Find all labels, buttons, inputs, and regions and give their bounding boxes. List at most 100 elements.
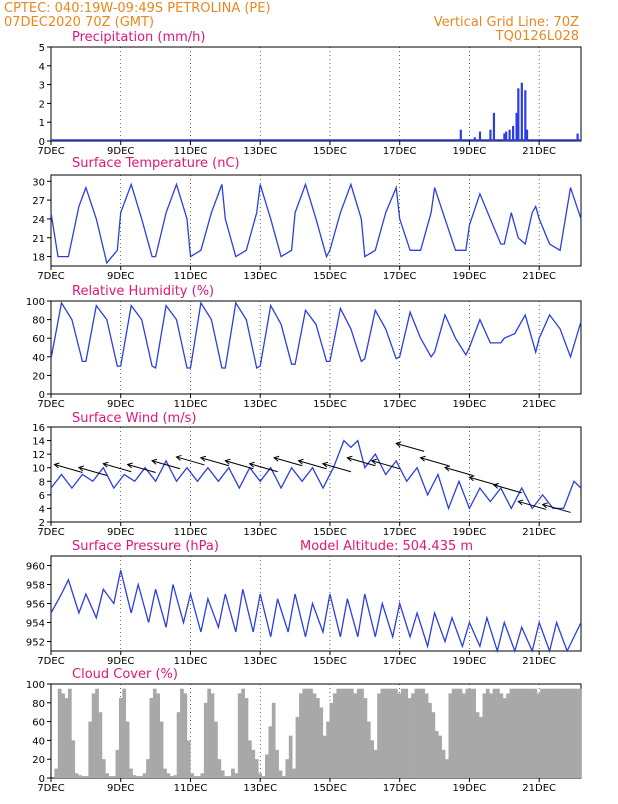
cloud-cover-bar [231, 768, 235, 778]
cloud-cover-bar [475, 712, 480, 778]
wind-arrow [54, 464, 83, 473]
header-date: 07DEC2020 70Z (GMT) [4, 15, 154, 30]
relative-humidity-xtick-label: 17DEC [383, 399, 417, 410]
surface-pressure-title: Surface Pressure (hPa) [72, 539, 219, 554]
wind-arrow [518, 500, 547, 510]
precipitation-bar [576, 133, 579, 141]
cloud-cover-bar [390, 688, 395, 778]
precipitation-bar [515, 112, 518, 141]
cloud-cover-bar [346, 688, 351, 778]
cloud-cover-bar [288, 735, 293, 778]
header-grid-line: Vertical Grid Line: 70Z [434, 15, 579, 30]
cloud-cover-bar [326, 721, 330, 778]
precipitation-xtick-label: 11DEC [174, 146, 208, 157]
surface-wind-xtick-label: 7DEC [37, 527, 64, 538]
wind-arrow-head [395, 441, 402, 448]
cloud-cover-bar [417, 688, 422, 778]
cloud-cover-xtick-label: 15DEC [313, 783, 347, 794]
surface-temperature-ytick-label: 18 [32, 253, 45, 264]
cloud-cover-bar [163, 768, 167, 778]
wind-arrow [420, 457, 449, 467]
precipitation-xtick-label: 17DEC [383, 146, 417, 157]
cloud-cover-ytick-label: 40 [32, 736, 45, 747]
cloud-cover-xtick-label: 11DEC [174, 783, 208, 794]
cloud-cover-bar [479, 716, 483, 778]
cloud-cover-bar [203, 702, 208, 778]
cloud-cover-bar [377, 693, 381, 778]
cloud-cover-bar [214, 721, 218, 778]
cloud-cover-bar [394, 688, 398, 778]
wind-arrow [200, 457, 230, 467]
surface-temperature-xtick-label: 9DEC [107, 271, 134, 282]
cloud-cover-bar [139, 776, 144, 778]
cloud-cover-bar [146, 759, 150, 778]
cloud-cover-bar [360, 688, 364, 778]
cloud-cover-bar [533, 688, 538, 778]
relative-humidity-ytick-label: 60 [32, 334, 45, 345]
surface-temperature-ytick-label: 21 [32, 234, 45, 245]
cloud-cover-bar [122, 688, 127, 778]
wind-arrow [469, 476, 498, 486]
precipitation-bar [489, 129, 492, 141]
surface-temperature-xtick-label: 17DEC [383, 271, 417, 282]
cloud-cover-bar [472, 688, 476, 778]
surface-pressure-xtick-label: 15DEC [313, 656, 347, 667]
surface-wind-ytick-label: 2 [39, 518, 45, 529]
cloud-cover-bar [169, 776, 174, 778]
surface-wind-ytick-label: 16 [32, 423, 45, 434]
cloud-cover-bar [305, 688, 310, 778]
cloud-cover-bar [468, 688, 473, 778]
cloud-cover-bar [383, 688, 388, 778]
surface-temperature-xtick-label: 21DEC [522, 271, 556, 282]
precipitation-bar [525, 129, 529, 141]
cloud-cover-bar [207, 688, 211, 778]
cloud-cover-bar [248, 740, 252, 778]
wind-arrow [249, 463, 278, 473]
wind-arrow-head [492, 482, 499, 489]
cloud-cover-bar [577, 688, 582, 778]
surface-pressure-frame [50, 555, 582, 652]
surface-wind-title: Surface Wind (m/s) [72, 411, 196, 426]
cloud-cover-bar [183, 693, 188, 778]
cloud-cover-bar [448, 693, 453, 778]
wind-arrow [542, 503, 571, 513]
wind-arrow-head [468, 475, 475, 482]
cloud-cover-bar [424, 693, 429, 778]
cloud-cover-bar [84, 776, 89, 778]
cloud-cover-bar [329, 702, 334, 778]
cloud-cover-bar [278, 770, 283, 778]
cloud-cover-bar [519, 688, 524, 778]
cloud-cover-ytick-label: 0 [39, 774, 45, 785]
cloud-cover-bar [496, 688, 500, 778]
cloud-cover-bar [380, 688, 385, 778]
wind-arrow [396, 442, 425, 452]
precipitation-bar [457, 139, 461, 141]
precipitation-bar [520, 82, 523, 141]
cloud-cover-bar [540, 688, 544, 778]
surface-pressure-xtick-label: 17DEC [383, 656, 417, 667]
surface-pressure-xtick-label: 7DEC [37, 656, 64, 667]
cloud-cover-bar [400, 688, 405, 778]
surface-wind-xtick-label: 9DEC [107, 527, 134, 538]
cloud-cover-bar [95, 688, 99, 778]
cloud-cover-bar [71, 740, 76, 778]
wind-arrow [78, 467, 107, 476]
wind-arrow-head [77, 465, 84, 472]
cloud-cover-bar [550, 688, 555, 778]
surface-pressure-xtick-label: 19DEC [453, 656, 487, 667]
precipitation-bar [478, 131, 482, 141]
header-model: TQ0126L028 [495, 29, 579, 44]
cloud-cover-bar [91, 693, 96, 778]
cloud-cover-bar [275, 749, 279, 778]
cloud-cover-bar [292, 768, 296, 778]
cloud-cover-bar [536, 693, 541, 778]
cloud-cover-bar [574, 688, 578, 778]
relative-humidity-ytick-label: 100 [26, 297, 45, 308]
precipitation-bar [524, 90, 527, 141]
cloud-cover-bar [309, 688, 313, 778]
cloud-cover-bar [502, 698, 507, 778]
precipitation-xtick-label: 19DEC [453, 146, 487, 157]
surface-wind-series-line [50, 439, 582, 511]
cloud-cover-bar [268, 726, 273, 778]
cloud-cover-bar [509, 688, 514, 778]
